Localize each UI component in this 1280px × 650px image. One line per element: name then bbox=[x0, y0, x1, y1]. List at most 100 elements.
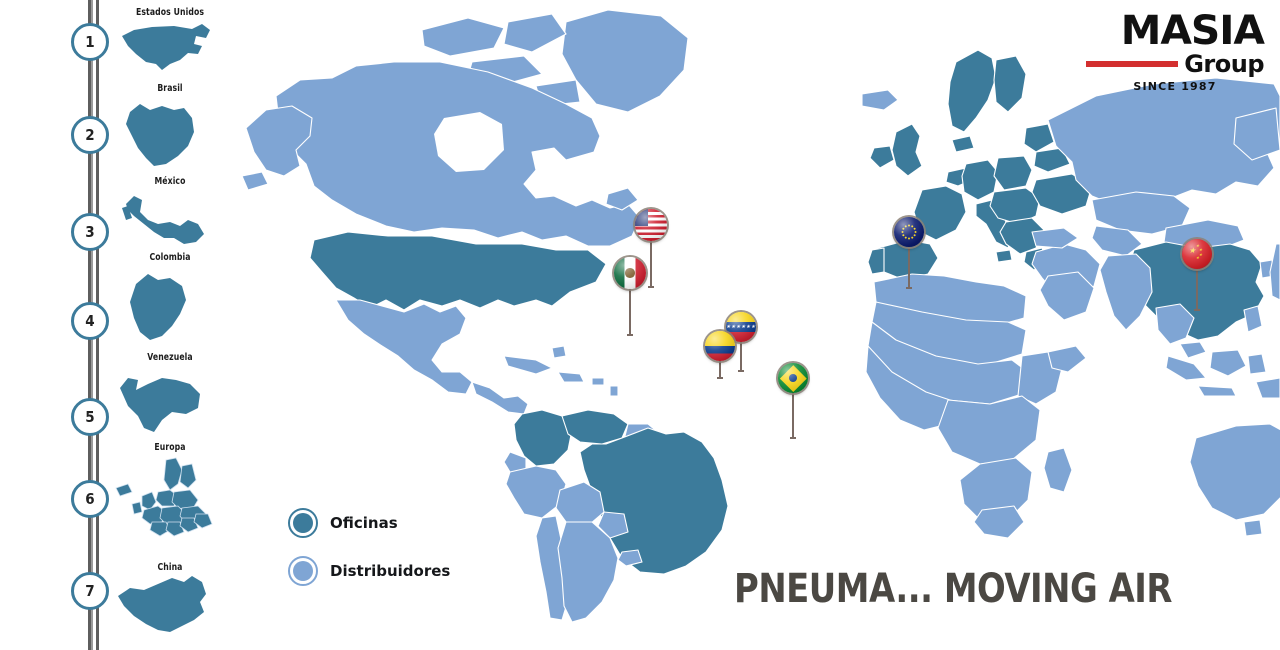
region-malaysia bbox=[1179, 341, 1207, 359]
masia-group-logo[interactable]: MASIA Group SINCE 1987 bbox=[1086, 11, 1265, 94]
region-belarus bbox=[1033, 147, 1071, 173]
sidebar-shape-venezuela bbox=[114, 366, 206, 436]
region-paraguay bbox=[597, 511, 629, 539]
region-central-africa bbox=[937, 395, 1041, 465]
region-horn-africa bbox=[1047, 345, 1087, 373]
region-newfoundland bbox=[605, 187, 639, 211]
region-sumatra bbox=[1165, 355, 1207, 381]
region-uruguay bbox=[617, 549, 643, 567]
region-mexico bbox=[335, 299, 473, 395]
region-india bbox=[1099, 253, 1153, 331]
timeline-node-1[interactable]: 1 bbox=[71, 23, 109, 61]
region-baltics bbox=[1023, 123, 1055, 153]
region-germany bbox=[961, 159, 999, 201]
region-bolivia bbox=[555, 481, 605, 525]
region-japan bbox=[1269, 243, 1280, 301]
timeline-node-6[interactable]: 6 bbox=[71, 480, 109, 518]
legend-item-distribuidores[interactable]: Distribuidores bbox=[288, 556, 450, 586]
sidebar-shape-china bbox=[114, 574, 210, 636]
sidebar-shape-mexico bbox=[118, 190, 208, 256]
region-new-guinea bbox=[1255, 377, 1280, 399]
region-alaska bbox=[245, 105, 313, 177]
sidebar-label-brasil: Brasil bbox=[157, 83, 183, 94]
timeline-number-5: 5 bbox=[85, 407, 95, 426]
timeline-number-4: 4 bbox=[85, 311, 95, 330]
region-puerto-rico bbox=[591, 377, 605, 386]
tagline: PNEUMA... MOVING AIR bbox=[734, 566, 1172, 612]
logo-subword: Group bbox=[1184, 50, 1264, 79]
region-australia bbox=[1189, 423, 1280, 521]
legend-label-oficinas: Oficinas bbox=[330, 514, 398, 532]
region-java bbox=[1197, 385, 1237, 397]
region-colombia bbox=[513, 409, 573, 467]
region-norway-sweden bbox=[947, 49, 997, 133]
sidebar-shape-brazil bbox=[120, 98, 198, 168]
legend-dot-distribuidores bbox=[288, 556, 318, 586]
timeline-node-2[interactable]: 2 bbox=[71, 116, 109, 154]
region-west-africa bbox=[865, 345, 957, 431]
timeline-number-7: 7 bbox=[85, 581, 95, 600]
logo-since: SINCE 1987 bbox=[1133, 80, 1217, 94]
legend-item-oficinas[interactable]: Oficinas bbox=[288, 508, 450, 538]
region-indochina bbox=[1155, 303, 1195, 345]
region-peru bbox=[505, 465, 567, 519]
timeline-number-3: 3 bbox=[85, 222, 95, 241]
sidebar-label-europa: Europa bbox=[154, 442, 186, 453]
world-map: .d{fill:#3c7b9b;stroke:#ffffff;stroke-wi… bbox=[236, 0, 1280, 640]
timeline-node-3[interactable]: 3 bbox=[71, 213, 109, 251]
timeline-number-1: 1 bbox=[85, 32, 95, 51]
legend-dot-oficinas bbox=[288, 508, 318, 538]
region-borneo bbox=[1209, 349, 1247, 377]
region-bahamas bbox=[551, 345, 567, 359]
map-legend: Oficinas Distribuidores bbox=[288, 508, 450, 604]
region-greenland bbox=[561, 9, 689, 113]
region-finland bbox=[993, 55, 1027, 113]
region-turkey bbox=[1031, 227, 1079, 249]
region-russia bbox=[1047, 77, 1280, 205]
sidebar-shape-usa bbox=[118, 20, 214, 72]
region-philippines bbox=[1243, 305, 1263, 333]
map-pin-brasil[interactable] bbox=[778, 363, 808, 439]
region-arabia bbox=[1039, 271, 1095, 321]
region-united-kingdom bbox=[891, 123, 923, 177]
sidebar-shape-colombia bbox=[122, 266, 192, 344]
country-timeline-sidebar: 1 Estados Unidos 2 Brasil 3 México bbox=[0, 0, 230, 650]
map-pin-mexico[interactable] bbox=[614, 257, 646, 336]
legend-label-distribuidores: Distribuidores bbox=[330, 562, 451, 580]
region-ireland bbox=[869, 145, 895, 169]
map-pin-united-states[interactable] bbox=[635, 209, 667, 288]
region-poland bbox=[993, 155, 1033, 191]
sidebar-label-venezuela: Venezuela bbox=[147, 352, 193, 363]
region-central-america bbox=[471, 381, 529, 415]
region-siberia-east bbox=[1233, 107, 1280, 161]
map-pin-europa[interactable] bbox=[894, 217, 924, 289]
region-south-africa bbox=[973, 505, 1025, 539]
timeline-node-5[interactable]: 5 bbox=[71, 398, 109, 436]
region-madagascar bbox=[1043, 447, 1073, 493]
region-sicily bbox=[995, 249, 1013, 263]
region-brazil bbox=[579, 427, 729, 575]
map-pin-colombia[interactable] bbox=[705, 331, 735, 379]
timeline-node-7[interactable]: 7 bbox=[71, 572, 109, 610]
region-argentina bbox=[557, 521, 619, 623]
timeline-node-4[interactable]: 4 bbox=[71, 302, 109, 340]
region-arctic-islands bbox=[421, 17, 505, 57]
region-sulawesi bbox=[1247, 353, 1267, 375]
sidebar-label-mexico: México bbox=[154, 176, 186, 187]
timeline-number-2: 2 bbox=[85, 125, 95, 144]
logo-wordmark: MASIA bbox=[1120, 8, 1265, 54]
map-pin-china[interactable]: ★ ★ ★ ★ ★ bbox=[1182, 239, 1212, 311]
region-portugal bbox=[867, 247, 885, 275]
sidebar-label-china: China bbox=[157, 562, 183, 573]
region-lesser-antilles bbox=[609, 385, 619, 397]
logo-red-bar bbox=[1086, 61, 1179, 68]
region-iceland bbox=[861, 89, 899, 111]
timeline-number-6: 6 bbox=[85, 489, 95, 508]
region-tasmania bbox=[1243, 519, 1263, 537]
region-arctic-islands bbox=[503, 13, 567, 53]
hudson-bay bbox=[434, 112, 504, 172]
sidebar-label-colombia: Colombia bbox=[149, 252, 191, 263]
region-hispaniola bbox=[557, 371, 585, 383]
region-cuba bbox=[503, 355, 553, 375]
